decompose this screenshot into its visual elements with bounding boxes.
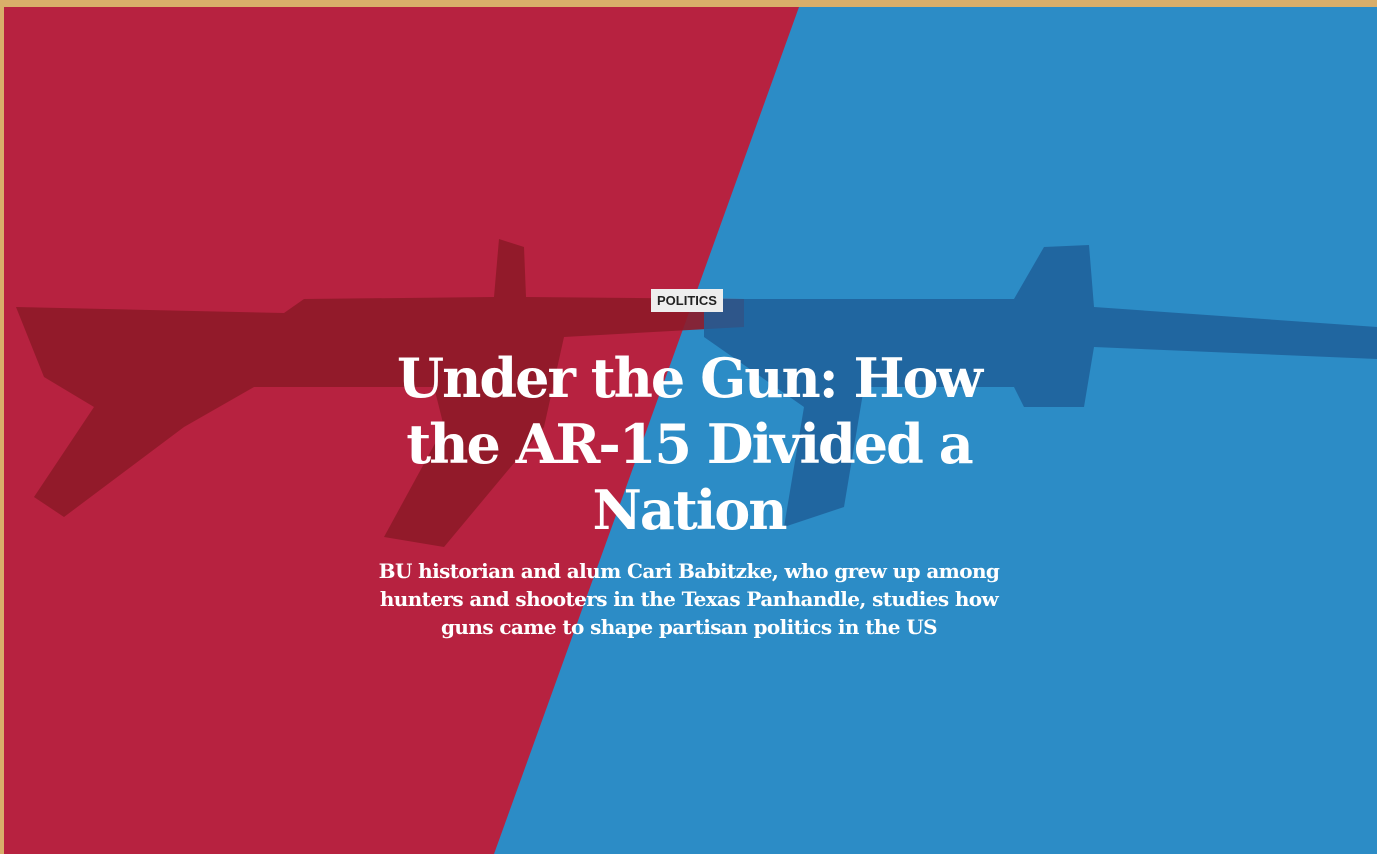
hero-content: POLITICS Under the Gun: How the AR-15 Di… xyxy=(4,7,1377,854)
subtitle: BU historian and alum Cari Babitzke, who… xyxy=(374,557,1004,641)
hero: POLITICS Under the Gun: How the AR-15 Di… xyxy=(4,7,1377,854)
category-tag[interactable]: POLITICS xyxy=(651,289,723,312)
body: POLITICS Under the Gun: How the AR-15 Di… xyxy=(0,0,1377,854)
page: Under the Gun {"hero": {"category": "POL… xyxy=(0,0,1377,854)
headline[interactable]: Under the Gun: How the AR-15 Divided a N… xyxy=(384,345,994,543)
